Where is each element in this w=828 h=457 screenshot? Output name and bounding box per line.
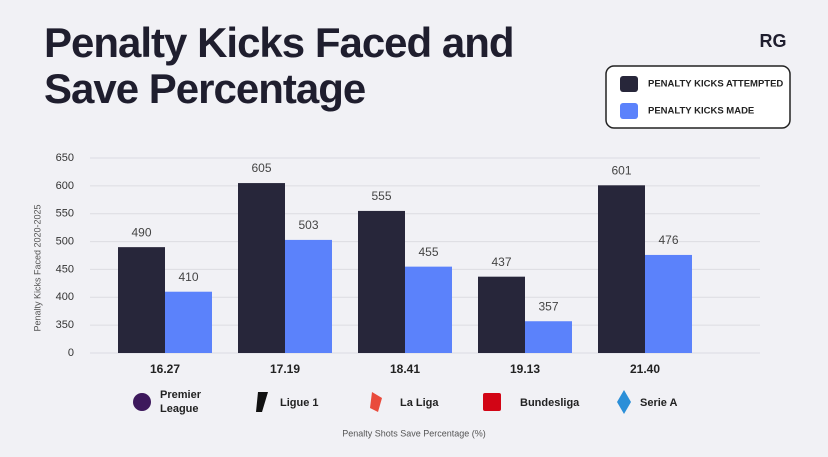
x-tick-label: 18.41 (390, 362, 420, 376)
league-icons (133, 390, 631, 414)
league-name: Bundesliga (520, 397, 580, 409)
legend-label: PENALTY KICKS ATTEMPTED (648, 79, 783, 90)
bar (358, 210, 405, 353)
y-tick-label: 450 (56, 263, 74, 275)
bar (238, 183, 285, 353)
x-tick-label: 17.19 (270, 362, 300, 376)
value-label: 437 (491, 255, 511, 269)
bar (285, 239, 332, 353)
value-label: 357 (538, 299, 558, 313)
bar (645, 254, 692, 353)
y-tick-label: 600 (56, 180, 74, 192)
bar (598, 185, 645, 353)
value-label: 410 (178, 270, 198, 284)
legend-swatch (620, 76, 638, 92)
value-label: 476 (658, 233, 678, 247)
legend-swatch (620, 103, 638, 119)
y-tick-label: 650 (56, 152, 74, 164)
league-name: Ligue 1 (280, 397, 319, 409)
y-tick-label: 350 (56, 319, 74, 331)
league-name: La Liga (400, 397, 439, 409)
y-tick-label: 550 (56, 208, 74, 220)
bar (478, 276, 525, 353)
value-label: 490 (131, 225, 151, 239)
x-tick-label: 19.13 (510, 362, 540, 376)
value-label: 555 (371, 189, 391, 203)
logo: RG (760, 31, 787, 51)
y-tick-label: 400 (56, 291, 74, 303)
x-tick-label: 16.27 (150, 362, 180, 376)
bar (118, 247, 165, 353)
league-name: Premier League (160, 389, 201, 415)
x-tick-label: 21.40 (630, 362, 660, 376)
y-tick-label: 500 (56, 235, 74, 247)
y-axis-label: Penalty Kicks Faced 2020-2025 (32, 204, 42, 331)
legend-box (605, 65, 791, 129)
chart-title: Penalty Kicks Faced and Save Percentage (44, 19, 515, 112)
bar (405, 266, 452, 353)
value-label: 601 (611, 163, 631, 177)
value-label: 605 (251, 161, 271, 175)
value-label: 455 (418, 245, 438, 259)
legend-label: PENALTY KICKS MADE (648, 106, 754, 117)
value-label: 503 (298, 218, 318, 232)
y-tick-label: 0 (68, 347, 74, 359)
league-name: Serie A (640, 397, 678, 409)
bar (525, 321, 572, 353)
bar (165, 291, 212, 353)
x-axis-label: Penalty Shots Save Percentage (%) (342, 428, 486, 438)
